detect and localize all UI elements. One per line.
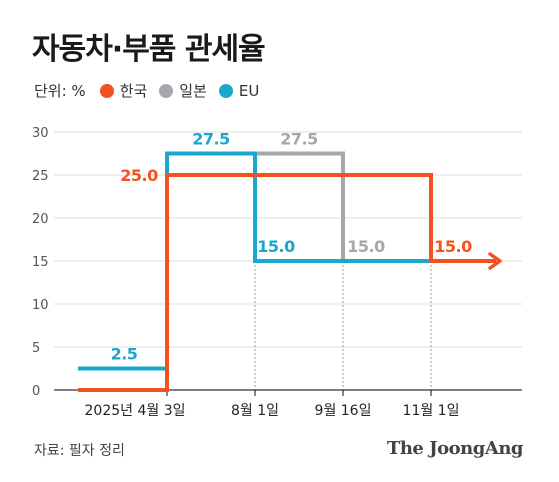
series-line-eu [78, 151, 431, 371]
x-tick-label-0: 2025년 4월 3일 [85, 403, 186, 419]
y-tick-label-30: 30 [32, 126, 49, 141]
source-note: 자료: 필자 정리 [34, 443, 125, 459]
x-tick-label-1: 8월 1일 [231, 403, 279, 419]
legend: 단위: % 한국 일본 EU [34, 80, 271, 101]
legend-dot-eu [218, 83, 233, 98]
legend-dot-korea [99, 83, 114, 98]
x-tick-label-3: 11월 1일 [403, 403, 460, 419]
label-japan-final: 15.0 [347, 237, 385, 256]
y-tick-label-25: 25 [32, 169, 49, 184]
brand-logo: The JoongAng [386, 438, 524, 459]
label-korea-peak: 25.0 [120, 166, 158, 185]
chart-title: 자동차·부품 관세율 [32, 32, 266, 67]
x-tick-label-2: 9월 16일 [315, 403, 372, 419]
label-eu-peak: 27.5 [192, 130, 230, 149]
legend-label-korea: 한국 [119, 82, 148, 100]
legend-label-eu: EU [238, 81, 260, 100]
legend-item-eu: EU [218, 81, 260, 100]
y-tick-label-15: 15 [32, 255, 49, 270]
legend-item-korea: 한국 [99, 80, 148, 101]
label-japan-peak: 27.5 [280, 130, 318, 149]
unit-label: 단위: % [34, 82, 86, 100]
korea-arrow-head [488, 252, 502, 270]
y-tick-label-20: 20 [32, 212, 49, 227]
legend-item-japan: 일본 [159, 80, 207, 101]
y-tick-label-0: 0 [32, 384, 40, 399]
legend-label-japan: 일본 [179, 82, 207, 100]
y-tick-label-10: 10 [32, 298, 49, 313]
label-eu-start: 2.5 [111, 345, 138, 364]
y-tick-label-5: 5 [32, 341, 40, 356]
label-korea-final: 15.0 [434, 237, 472, 256]
label-eu-final: 15.0 [257, 237, 295, 256]
legend-dot-japan [159, 83, 174, 98]
series-line-korea [78, 173, 496, 392]
